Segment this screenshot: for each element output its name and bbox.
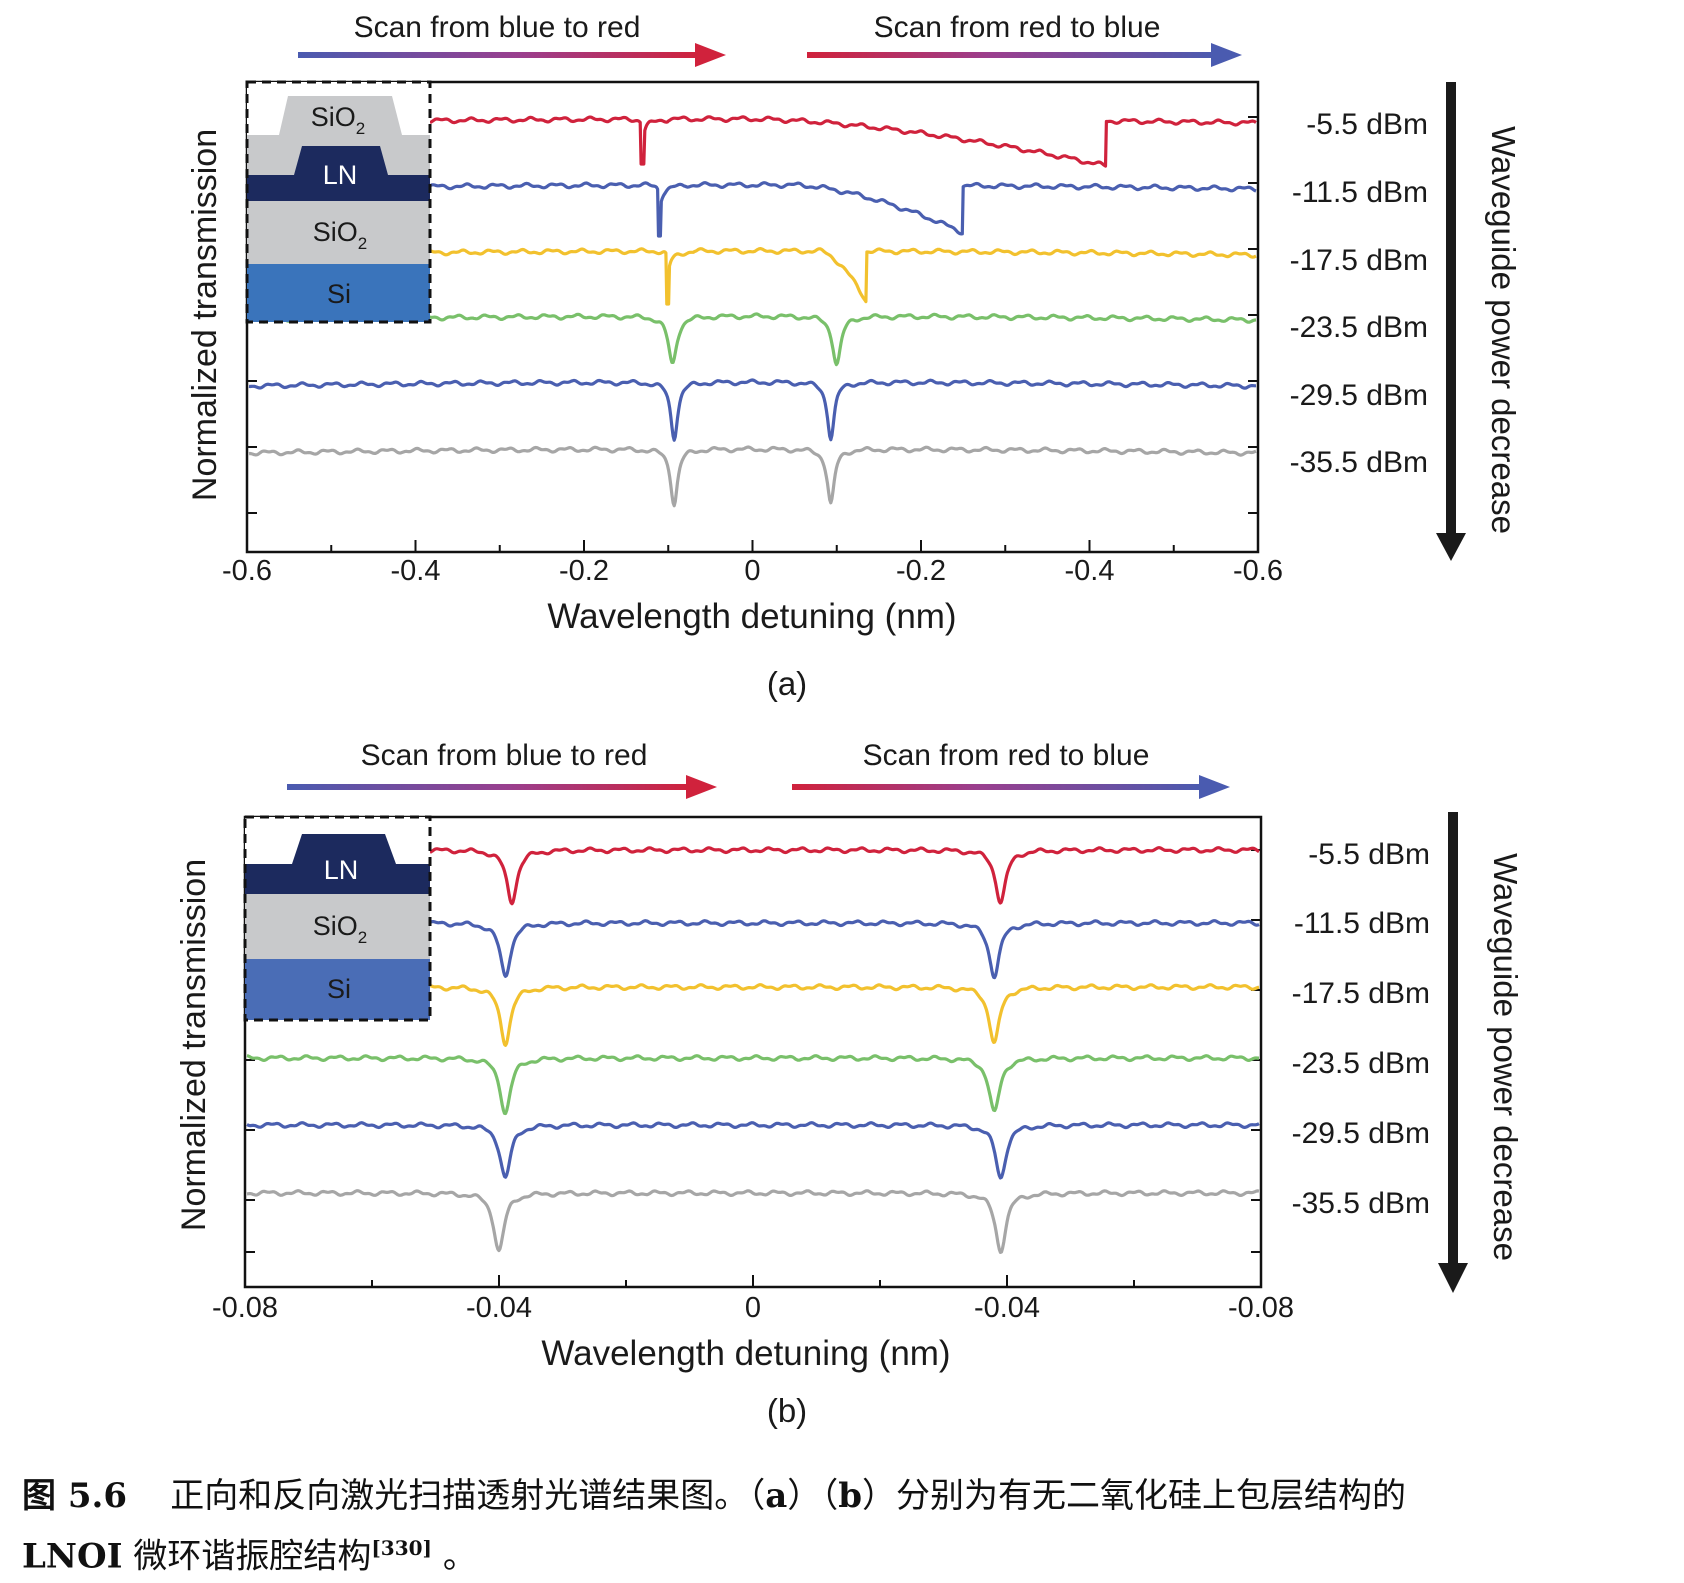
series-line	[246, 1054, 1260, 1116]
caption-figure-number: 图 5.6	[22, 1476, 127, 1516]
x-tick-label: -0.2	[896, 555, 946, 587]
si-substrate-b	[245, 959, 430, 1020]
caption-text-1: 正向和反向激光扫描透射光谱结果图。（	[170, 1476, 766, 1516]
x-tick-label: -0.04	[974, 1292, 1040, 1324]
caption-a: a	[765, 1476, 788, 1516]
x-tick-label: -0.6	[222, 555, 272, 587]
series-curves-b	[246, 846, 1260, 1254]
panel-a: Scan from blue to red Scan from red to b…	[186, 11, 1522, 702]
ln-ridge-b	[292, 834, 396, 864]
y-axis-label-b: Normalized transmission	[175, 859, 213, 1231]
x-tick-label: -0.6	[1233, 555, 1283, 587]
caption-lnoi: LNOI	[22, 1536, 123, 1577]
series-label: -29.5 dBm	[1292, 1117, 1430, 1150]
inset-border	[245, 80, 432, 324]
inset-border-b	[243, 815, 432, 1022]
x-tick-label: -0.2	[559, 555, 609, 587]
panel-b: Scan from blue to red Scan from red to b…	[175, 739, 1524, 1429]
series-label: -29.5 dBm	[1290, 379, 1428, 412]
sio2-box-layer	[247, 201, 430, 264]
x-tick-labels: -0.6 -0.4 -0.2 0 -0.2 -0.4 -0.6	[222, 555, 1283, 587]
series-label: -5.5 dBm	[1306, 108, 1428, 141]
series-label: -17.5 dBm	[1290, 244, 1428, 277]
caption-text-3: ）分别为有无二氧化硅上包层结构的	[862, 1476, 1407, 1516]
right-axis-label-b: Waveguide power decrease	[1487, 853, 1524, 1261]
panel-label-a: (a)	[767, 665, 807, 702]
scan-right-label: Scan from red to blue	[874, 11, 1161, 44]
series-labels: -5.5 dBm -11.5 dBm -17.5 dBm -23.5 dBm -29.5…	[1290, 108, 1428, 479]
x-tick-label: -0.4	[391, 555, 441, 587]
figure: Scan from blue to red Scan from red to b…	[175, 11, 1524, 1429]
ln-ridge	[294, 146, 388, 175]
scan-right-arrow	[807, 43, 1242, 67]
series-label: -17.5 dBm	[1292, 977, 1430, 1010]
series-label: -5.5 dBm	[1308, 838, 1430, 871]
x-tick-label: -0.4	[1065, 555, 1115, 587]
caption-text-4: 微环谐振腔结构	[122, 1536, 372, 1577]
series-line	[246, 1189, 1260, 1254]
inset-ln-label: LN	[323, 160, 358, 190]
series-label: -11.5 dBm	[1292, 176, 1428, 209]
x-tick-label: -0.04	[466, 1292, 532, 1324]
panel-label-b: (b)	[767, 1392, 807, 1429]
inset-si-label: Si	[327, 279, 351, 309]
x-tick-label: 0	[745, 1292, 761, 1324]
series-label: -11.5 dBm	[1294, 907, 1430, 940]
inset-ln-label-b: LN	[324, 855, 359, 885]
x-tick-label: -0.08	[1228, 1292, 1294, 1324]
series-line	[429, 181, 1257, 238]
layer-inset-b: LN SiO2 Si	[243, 815, 432, 1022]
scan-left-arrow	[298, 43, 726, 67]
series-label: -23.5 dBm	[1290, 311, 1428, 344]
inset-si-label-b: Si	[327, 974, 351, 1004]
caption-b: b	[838, 1476, 863, 1516]
scan-left-label: Scan from blue to red	[354, 11, 641, 44]
scan-right-arrow-b	[792, 775, 1230, 799]
x-tick-label: 0	[744, 555, 760, 587]
sio2-box-layer-b	[245, 894, 430, 959]
series-line	[246, 1121, 1260, 1180]
ln-layer	[247, 175, 430, 201]
x-axis-label: Wavelength detuning (nm)	[547, 597, 956, 636]
series-line	[248, 445, 1257, 508]
x-tick-labels-b: -0.08 -0.04 0 -0.04 -0.08	[212, 1292, 1294, 1324]
ln-layer-b	[245, 864, 430, 894]
right-axis-label: Waveguide power decrease	[1485, 126, 1522, 534]
series-line	[429, 919, 1260, 980]
si-substrate	[247, 264, 430, 322]
series-curves	[248, 115, 1257, 508]
series-line	[429, 846, 1260, 906]
x-axis-label-b: Wavelength detuning (nm)	[541, 1334, 950, 1373]
series-line	[429, 247, 1257, 306]
caption-end: 。	[432, 1536, 477, 1577]
series-label: -35.5 dBm	[1292, 1187, 1430, 1220]
series-label: -35.5 dBm	[1290, 446, 1428, 479]
layer-inset: SiO2 LN SiO2 Si	[245, 80, 432, 324]
x-tick-label: -0.08	[212, 1292, 278, 1324]
power-decrease-arrow-b	[1438, 812, 1468, 1293]
series-labels-b: -5.5 dBm -11.5 dBm -17.5 dBm -23.5 dBm -29.5…	[1292, 838, 1430, 1220]
caption-text-2: ）（	[787, 1476, 839, 1516]
power-decrease-arrow	[1436, 82, 1466, 561]
scan-left-label-b: Scan from blue to red	[361, 739, 648, 772]
series-line	[429, 115, 1257, 168]
series-label: -23.5 dBm	[1292, 1047, 1430, 1080]
series-line	[429, 983, 1260, 1047]
figure-caption: 图 5.6 正向和反向激光扫描透射光谱结果图。（a）（b）分别为有无二氧化硅上包…	[22, 1470, 1672, 1582]
series-line	[248, 378, 1257, 442]
y-axis-label: Normalized transmission	[186, 129, 224, 501]
scan-right-label-b: Scan from red to blue	[863, 739, 1150, 772]
x-ticks	[246, 116, 1259, 552]
scan-left-arrow-b	[287, 775, 717, 799]
caption-reference: [330]	[371, 1536, 433, 1560]
sio2-top-cladding-ridge	[279, 96, 402, 135]
